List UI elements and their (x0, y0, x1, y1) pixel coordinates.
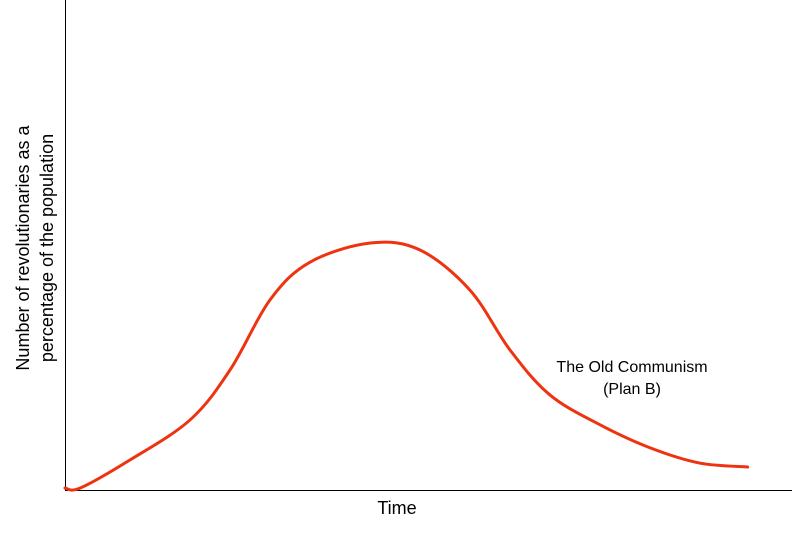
x-axis-label: Time (377, 498, 416, 518)
y-axis-label: Number of revolutionaries as a (13, 124, 33, 370)
annotation: (Plan B) (603, 381, 661, 398)
line (63, 240, 750, 492)
annotation: The Old Communism (556, 359, 707, 376)
y-axis-label: percentage of the population (37, 134, 57, 362)
